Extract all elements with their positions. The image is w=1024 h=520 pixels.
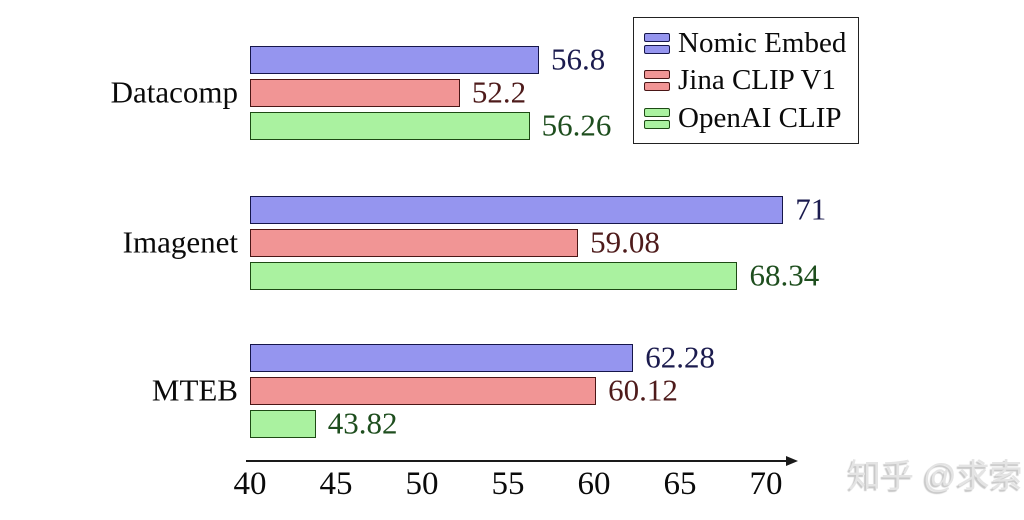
bar-mteb-openai-clip <box>250 410 316 438</box>
x-axis-line <box>246 460 786 462</box>
legend: Nomic Embed Jina CLIP V1 OpenAI CLIP <box>633 17 859 144</box>
legend-label: OpenAI CLIP <box>678 101 842 134</box>
x-tick-label: 70 <box>749 466 783 502</box>
category-label-imagenet: Imagenet <box>122 224 238 260</box>
x-tick-label: 50 <box>405 466 439 502</box>
x-tick-label: 45 <box>319 466 353 502</box>
category-label-mteb: MTEB <box>151 372 238 408</box>
value-label: 56.8 <box>550 41 606 77</box>
bar-imagenet-openai-clip <box>250 262 738 290</box>
legend-item-nomic-embed: Nomic Embed <box>644 26 858 59</box>
bar-datacomp-jina-clip-v1 <box>250 79 460 107</box>
bar-imagenet-jina-clip-v1 <box>250 229 579 257</box>
bar-mteb-nomic-embed <box>250 344 634 372</box>
category-label-datacomp: Datacomp <box>110 74 238 110</box>
watermark: 知乎 @求索 <box>848 457 1023 494</box>
bar-datacomp-nomic-embed <box>250 46 539 74</box>
value-label: 68.34 <box>749 257 820 293</box>
value-label: 71 <box>795 191 827 227</box>
x-tick-label: 60 <box>577 466 611 502</box>
bar-imagenet-nomic-embed <box>250 196 784 224</box>
x-tick-label: 55 <box>491 466 525 502</box>
legend-label: Nomic Embed <box>678 26 847 59</box>
value-label: 62.28 <box>645 339 715 375</box>
x-axis-arrowhead <box>786 456 798 466</box>
x-tick-label: 65 <box>663 466 697 502</box>
legend-item-jina-clip: Jina CLIP V1 <box>644 66 858 95</box>
bar-swatch-icon <box>644 107 670 129</box>
legend-label: Jina CLIP V1 <box>678 64 836 96</box>
bar-swatch-icon <box>644 32 670 54</box>
value-label: 60.12 <box>608 372 678 408</box>
bar-mteb-jina-clip-v1 <box>250 377 597 405</box>
bar-datacomp-openai-clip <box>250 112 530 140</box>
value-label: 56.26 <box>541 107 612 143</box>
bar-swatch-icon <box>644 70 670 91</box>
value-label: 43.82 <box>327 405 398 441</box>
value-label: 52.2 <box>471 74 527 110</box>
value-label: 59.08 <box>590 224 660 260</box>
legend-item-openai-clip: OpenAI CLIP <box>644 101 858 134</box>
x-tick-label: 40 <box>233 466 267 502</box>
